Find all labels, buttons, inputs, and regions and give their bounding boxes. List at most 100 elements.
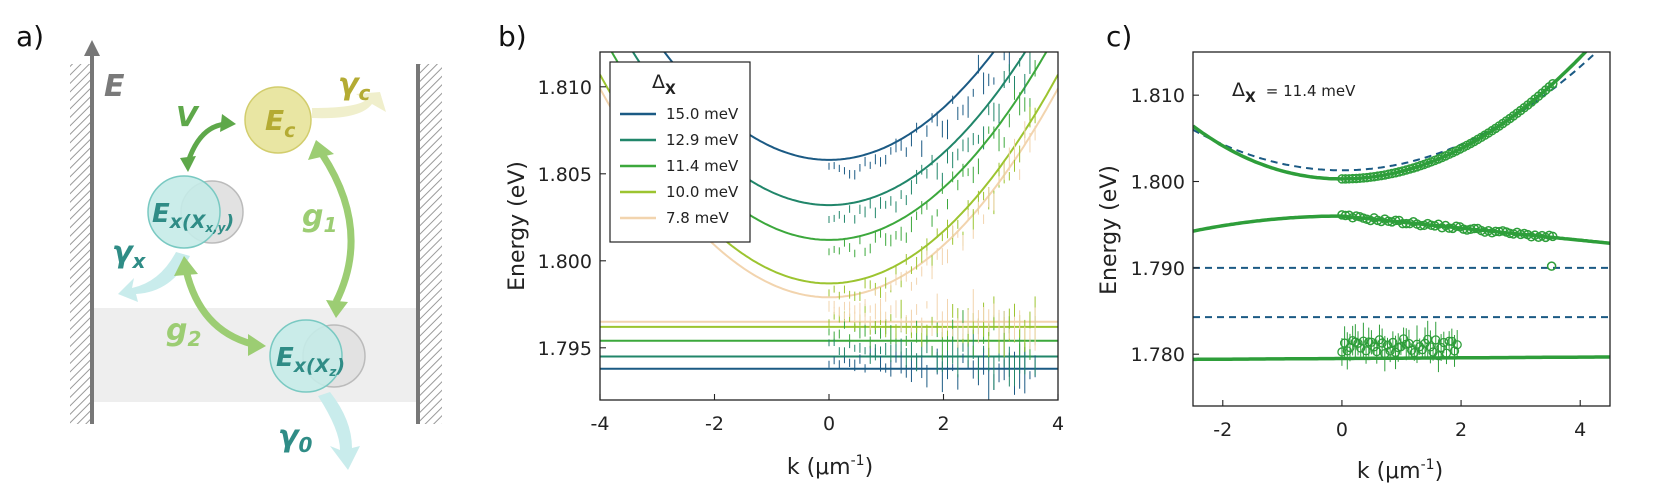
panel-label-a: a): [16, 20, 44, 53]
c-middle-point: [1383, 216, 1394, 226]
b-y-tick-label: 1.805: [538, 164, 592, 186]
c-upper-point: [1362, 172, 1372, 183]
c-lower-point: [1431, 335, 1441, 345]
c-middle-point: [1397, 218, 1408, 229]
g1-coupling-arrow: [319, 152, 355, 304]
b-legend: ΔX 15.0 meV 12.9 meV 11.4 meV 10.0 meV 7.8 m…: [609, 61, 751, 243]
c-datapoints-layer: [1337, 78, 1558, 373]
v-label: V: [176, 100, 200, 133]
g2-coupling-arrow: [182, 269, 253, 348]
g2-label: g2: [166, 313, 201, 351]
c-lower-point: [1377, 338, 1387, 348]
c-dashed-cavity-parabola: [1193, 52, 1599, 172]
b-x-tick-label: 2: [937, 413, 949, 435]
b-errorbar-layer: [828, 52, 1036, 400]
c-x-ticks: -2 0 2 4: [1213, 400, 1586, 441]
panel-label-c: c): [1106, 20, 1132, 53]
c-delta-annotation: ΔX = 11.4 meV: [1232, 79, 1356, 106]
b-x-tick-label: 4: [1052, 413, 1064, 435]
c-outlier-point: [1546, 261, 1557, 271]
c-lower-point: [1380, 348, 1390, 359]
gamma-0-label: γ0: [278, 419, 312, 457]
c-y-axis-label: Energy (eV): [1097, 165, 1122, 295]
c-upper-point: [1351, 173, 1361, 184]
ground-band: [70, 308, 420, 402]
c-x-tick-label: 0: [1336, 419, 1348, 441]
c-lower-point: [1409, 347, 1419, 358]
energy-axis-arrowhead: [84, 40, 100, 56]
g1-arrowhead-bottom: [326, 300, 348, 318]
c-lower-point: [1382, 340, 1393, 350]
b-y-tick-label: 1.800: [538, 251, 592, 273]
c-upper-point: [1340, 174, 1351, 184]
c-lower-point: [1361, 346, 1371, 356]
c-upper-point: [1358, 173, 1369, 183]
g1-arrowhead-top: [308, 140, 334, 160]
panel-a-diagram: a) E γc Ec V Ex(Xx,y) γx g1: [16, 20, 442, 470]
exz-label: Ex(Xz): [276, 343, 345, 379]
c-lower-point: [1366, 337, 1377, 347]
c-x-tick-label: -2: [1213, 419, 1232, 441]
c-lower-point: [1425, 342, 1436, 352]
g2-arrowhead-top: [174, 256, 198, 276]
c-upper-polariton: [1193, 52, 1588, 181]
c-middle-point: [1465, 224, 1476, 235]
c-upper-point: [1347, 173, 1358, 184]
g1-label: g1: [302, 199, 337, 237]
c-lower-point: [1441, 348, 1452, 358]
gamma-x-arrow: [118, 252, 190, 302]
c-lower-point: [1385, 346, 1395, 356]
c-lower-point: [1452, 340, 1462, 350]
exz-circle: [269, 319, 343, 393]
c-y-tick-label: 1.780: [1131, 344, 1185, 366]
b-x-axis-label: k (μm-1): [787, 453, 873, 480]
b-legend-label: 7.8 meV: [666, 209, 729, 227]
c-lower-point: [1388, 337, 1398, 348]
c-lower-point: [1398, 334, 1409, 344]
gamma-x-label: γx: [112, 235, 146, 273]
c-middle-point: [1426, 220, 1437, 230]
c-upper-point: [1548, 78, 1558, 89]
c-middle-polariton: [1193, 214, 1610, 245]
b-legend-label: 12.9 meV: [666, 131, 739, 149]
b-x-tick-label: -2: [705, 413, 724, 435]
c-lower-point: [1406, 345, 1417, 356]
right-mirror-wall: [420, 64, 442, 424]
gamma-c-label: γc: [338, 67, 370, 105]
c-upper-point: [1355, 173, 1365, 183]
c-upper-point: [1337, 174, 1347, 184]
b-x-tick-label: -4: [591, 413, 610, 435]
energy-axis-label: E: [104, 69, 125, 104]
g2-arrowhead-right: [248, 334, 266, 356]
c-middle-point: [1337, 210, 1347, 220]
c-lower-point: [1337, 347, 1347, 357]
b-x-tick-label: 0: [823, 413, 835, 435]
c-lower-polariton: [1193, 355, 1610, 362]
b-legend-box: [609, 61, 751, 243]
b-legend-label: 10.0 meV: [666, 183, 739, 201]
c-upper-point: [1344, 174, 1354, 184]
left-mirror-wall: [70, 64, 92, 424]
b-legend-title: ΔX: [652, 71, 676, 98]
c-lower-point: [1390, 347, 1401, 358]
c-plot-frame: [1192, 51, 1611, 407]
c-middle-point: [1505, 228, 1515, 239]
ec-label: Ec: [265, 104, 296, 142]
c-lower-point: [1436, 342, 1446, 353]
c-y-tick-label: 1.810: [1131, 85, 1185, 107]
b-y-axis-label: Energy (eV): [505, 161, 530, 291]
exxy-circle: [147, 175, 221, 249]
c-lower-point: [1449, 346, 1460, 356]
b-y-tick-label: 1.795: [538, 338, 592, 360]
exxy-label: Ex(Xx,y): [152, 199, 234, 235]
c-middle-point: [1515, 229, 1526, 240]
c-lower-point: [1433, 351, 1444, 361]
c-lower-point: [1369, 342, 1379, 352]
c-middle-point: [1490, 226, 1501, 237]
c-x-axis-label: k (μm-1): [1357, 457, 1443, 484]
b-y-tick-label: 1.810: [538, 77, 592, 99]
c-y-ticks: 1.780 1.790 1.800 1.810: [1131, 85, 1199, 366]
v-arrowhead-down: [180, 156, 196, 172]
v-arrowhead-right: [220, 114, 236, 132]
